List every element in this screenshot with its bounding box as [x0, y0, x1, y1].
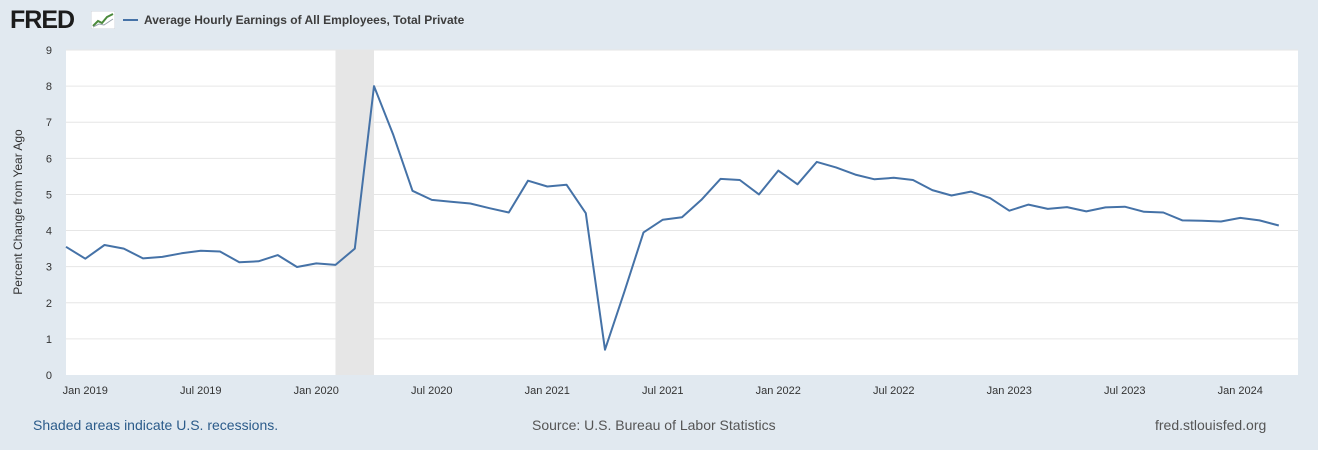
recession-layer	[335, 50, 374, 375]
x-tick-label: Jul 2022	[873, 385, 915, 397]
y-tick-label: 7	[46, 117, 52, 129]
chart-header: FRED Average Hourly Earnings of All Empl…	[0, 0, 1318, 40]
y-tick-label: 2	[46, 298, 52, 310]
y-axis-ticks: 0 1 2 3 4 5 6 7 8 9	[46, 45, 52, 382]
x-axis-ticks: Jan 2019 Jul 2019 Jan 2020 Jul 2020 Jan 2021…	[63, 385, 1263, 397]
x-tick-label: Jan 2019	[63, 385, 108, 397]
y-axis-label: Percent Change from Year Ago	[11, 129, 25, 295]
grid-layer	[66, 49, 1298, 340]
series-line	[65, 85, 1280, 351]
x-tick-label: Jul 2019	[180, 385, 222, 397]
y-tick-label: 3	[46, 262, 52, 274]
series-layer	[65, 85, 1280, 351]
x-tick-label: Jan 2020	[294, 385, 339, 397]
y-tick-label: 8	[46, 81, 52, 93]
y-tick-label: 5	[46, 189, 52, 201]
x-tick-label: Jan 2021	[525, 385, 570, 397]
plot-area	[66, 50, 1298, 375]
y-tick-label: 1	[46, 334, 52, 346]
line-chart-icon	[91, 11, 115, 29]
recession-shade	[335, 50, 374, 375]
x-tick-label: Jul 2021	[642, 385, 684, 397]
y-tick-label: 6	[46, 153, 52, 165]
recession-note[interactable]: Shaded areas indicate U.S. recessions.	[33, 417, 279, 433]
y-tick-label: 9	[46, 45, 52, 57]
x-tick-label: Jan 2024	[1218, 385, 1263, 397]
x-tick-label: Jul 2020	[411, 385, 453, 397]
x-tick-label: Jan 2023	[987, 385, 1032, 397]
legend-series-swatch	[123, 19, 138, 21]
fred-logo[interactable]: FRED	[10, 6, 75, 34]
x-tick-label: Jan 2022	[756, 385, 801, 397]
source-note: Source: U.S. Bureau of Labor Statistics	[532, 417, 776, 433]
x-tick-label: Jul 2023	[1104, 385, 1146, 397]
y-tick-label: 4	[46, 226, 52, 238]
site-link[interactable]: fred.stlouisfed.org	[1155, 417, 1267, 433]
y-tick-label: 0	[46, 370, 52, 382]
legend-series-label: Average Hourly Earnings of All Employees…	[144, 13, 465, 27]
